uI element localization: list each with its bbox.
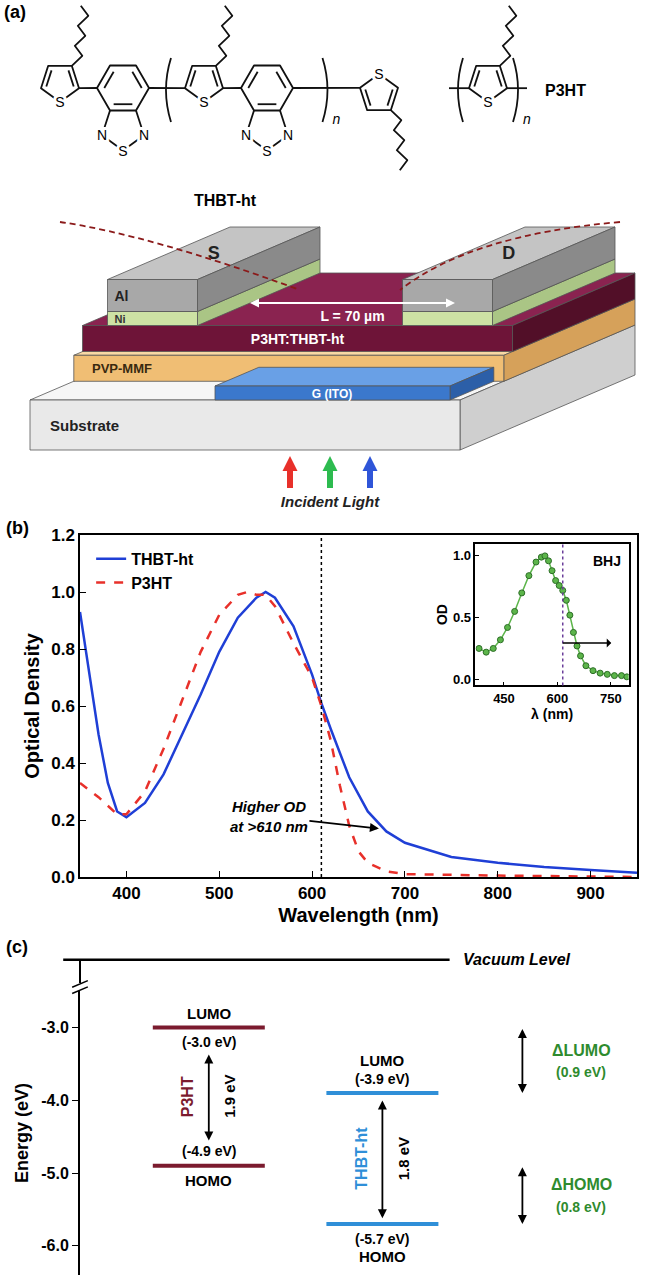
svg-text:1.8 eV: 1.8 eV [395,1137,412,1180]
svg-text:Optical Density: Optical Density [21,632,43,778]
svg-text:700: 700 [391,884,419,903]
svg-text:P3HT: P3HT [545,82,586,99]
svg-text:(-5.7 eV): (-5.7 eV) [355,1231,409,1247]
svg-text:G (ITO): G (ITO) [312,387,352,401]
svg-text:Energy (eV): Energy (eV) [12,1083,32,1183]
svg-text:S: S [262,143,271,159]
svg-text:S: S [55,94,64,110]
svg-text:S: S [483,94,492,110]
svg-text:P3HT: P3HT [131,575,172,592]
svg-text:-5.0: -5.0 [41,1165,69,1182]
svg-text:N: N [97,127,107,143]
svg-text:(0.9 eV): (0.9 eV) [556,1064,606,1080]
svg-text:Ni: Ni [115,313,126,325]
svg-text:HOMO: HOMO [185,1172,232,1189]
svg-text:400: 400 [112,884,140,903]
svg-text:PVP-MMF: PVP-MMF [92,361,152,376]
svg-text:(a): (a) [4,2,26,22]
svg-text:1.9 eV: 1.9 eV [221,1074,238,1117]
svg-text:OD: OD [434,604,450,625]
svg-text:n: n [332,111,340,127]
svg-text:THBT-ht: THBT-ht [131,551,194,568]
svg-text:n: n [523,111,531,127]
svg-text:S: S [199,94,208,110]
html-text:(c): (c) [6,937,28,957]
svg-text:0.5: 0.5 [453,610,471,625]
svg-text:(-4.9 eV): (-4.9 eV) [182,1143,236,1159]
svg-text:ΔHOMO: ΔHOMO [551,1176,612,1193]
svg-text:S: S [208,243,220,263]
svg-text:HOMO: HOMO [359,1248,406,1265]
html-text:(b): (b) [6,518,29,538]
svg-text:750: 750 [600,691,622,706]
svg-text:600: 600 [298,884,326,903]
svg-text:0.0: 0.0 [51,868,75,887]
svg-text:0.8: 0.8 [51,640,75,659]
svg-text:500: 500 [205,884,233,903]
svg-text:LUMO: LUMO [187,1005,231,1022]
svg-text:0.4: 0.4 [51,754,75,773]
svg-text:800: 800 [484,884,512,903]
svg-text:(0.8 eV): (0.8 eV) [556,1199,606,1215]
svg-text:THBT-ht: THBT-ht [194,192,257,209]
svg-text:600: 600 [547,691,569,706]
svg-text:BHJ: BHJ [593,553,621,569]
svg-text:Incident Light: Incident Light [281,493,380,510]
svg-text:N: N [139,127,149,143]
svg-text:1.0: 1.0 [453,548,471,563]
svg-text:Substrate: Substrate [50,417,119,434]
svg-text:D: D [502,243,515,263]
svg-text:Wavelength (nm): Wavelength (nm) [278,904,438,926]
svg-text:1.0: 1.0 [51,583,75,602]
svg-text:S: S [374,66,383,82]
svg-text:Higher ODat >610 nm: Higher ODat >610 nm [230,798,308,835]
svg-text:LUMO: LUMO [360,1052,404,1069]
svg-text:Vacuum Level: Vacuum Level [463,951,571,968]
svg-text:-4.0: -4.0 [41,1092,69,1109]
svg-text:0.2: 0.2 [51,811,75,830]
svg-text:(-3.9 eV): (-3.9 eV) [355,1071,409,1087]
svg-text:1.2: 1.2 [51,526,75,545]
svg-text:THBT-ht: THBT-ht [353,1127,370,1190]
svg-text:-3.0: -3.0 [41,1019,69,1036]
svg-text:P3HT: P3HT [179,1076,196,1117]
svg-text:-6.0: -6.0 [41,1237,69,1254]
svg-text:S: S [118,143,127,159]
svg-text:N: N [241,127,251,143]
svg-text:0.6: 0.6 [51,697,75,716]
svg-text:P3HT:THBT-ht: P3HT:THBT-ht [251,331,345,347]
svg-text:900: 900 [576,884,604,903]
svg-text:L = 70 µm: L = 70 µm [320,308,384,324]
svg-text:0.0: 0.0 [453,672,471,687]
svg-text:Al: Al [115,288,129,304]
svg-text:N: N [283,127,293,143]
svg-text:(-3.0 eV): (-3.0 eV) [182,1034,236,1050]
svg-text:450: 450 [493,691,515,706]
svg-text:ΔLUMO: ΔLUMO [552,1042,611,1059]
svg-text:λ (nm): λ (nm) [531,706,573,722]
